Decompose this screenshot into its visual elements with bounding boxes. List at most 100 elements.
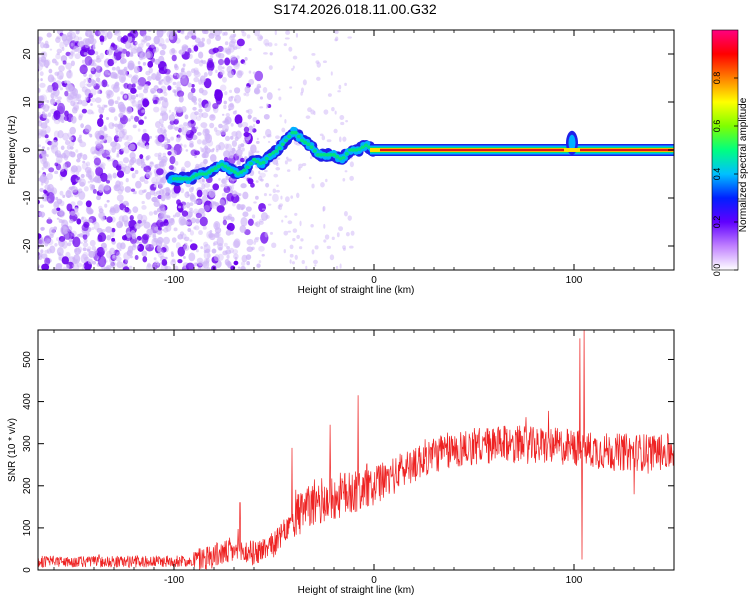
noise-blob — [33, 216, 37, 220]
noise-blob — [211, 248, 217, 254]
noise-blob — [163, 141, 169, 149]
noise-blob — [81, 99, 89, 107]
noise-blob — [46, 192, 55, 204]
noise-blob — [245, 206, 252, 212]
noise-blob — [40, 94, 48, 103]
noise-blob — [58, 256, 62, 261]
noise-blob — [26, 260, 30, 264]
noise-blob — [179, 231, 185, 237]
noise-blob — [247, 114, 252, 120]
noise-blob — [31, 229, 38, 235]
noise-blob — [154, 58, 161, 65]
noise-blob — [204, 128, 210, 136]
noise-blob — [106, 216, 113, 223]
noise-blob — [87, 49, 95, 56]
noise-blob — [141, 234, 149, 245]
noise-blob — [217, 52, 225, 59]
noise-blob — [190, 111, 198, 121]
noise-blob — [292, 238, 296, 242]
noise-blob — [316, 76, 321, 81]
noise-blob — [171, 252, 175, 257]
noise-blob — [157, 262, 160, 266]
noise-blob — [61, 256, 69, 265]
ridge-mid — [172, 177, 176, 181]
noise-blob — [131, 172, 136, 179]
noise-blob — [164, 265, 169, 270]
noise-blob — [142, 256, 148, 263]
noise-blob — [101, 216, 106, 222]
noise-blob — [275, 135, 280, 139]
noise-blob — [116, 261, 124, 269]
noise-blob — [94, 30, 101, 37]
noise-blob — [223, 183, 228, 189]
noise-blob — [161, 228, 164, 232]
noise-blob — [142, 163, 147, 167]
chart-title: S174.2026.018.11.00.G32 — [273, 1, 437, 17]
noise-blob — [106, 174, 113, 181]
ridge-mid — [341, 155, 346, 160]
noise-blob — [25, 41, 33, 49]
noise-blob — [41, 193, 48, 202]
noise-blob — [58, 236, 66, 242]
noise-blob — [290, 195, 294, 199]
ridge-mid — [316, 153, 320, 157]
noise-blob — [96, 227, 103, 233]
noise-blob — [343, 210, 348, 217]
noise-blob — [221, 113, 225, 116]
noise-blob — [94, 140, 102, 146]
noise-blob — [106, 199, 110, 203]
noise-blob — [160, 246, 167, 253]
noise-blob — [123, 259, 128, 265]
noise-blob — [214, 30, 221, 37]
noise-blob — [42, 156, 47, 163]
noise-blob — [213, 241, 219, 246]
noise-blob — [119, 248, 122, 252]
noise-blob — [64, 139, 70, 146]
noise-blob — [225, 249, 232, 255]
noise-blob — [143, 165, 152, 173]
noise-blob — [134, 255, 139, 260]
ridge-mid — [194, 173, 199, 177]
noise-blob — [96, 177, 102, 184]
noise-blob — [199, 216, 208, 227]
noise-blob — [127, 118, 131, 122]
ridge-mid — [248, 161, 253, 166]
noise-blob — [181, 30, 185, 35]
ridge-mid — [207, 170, 212, 174]
noise-blob — [68, 136, 74, 141]
noise-blob — [142, 219, 147, 224]
noise-blob — [30, 111, 33, 113]
ridge-mid — [216, 164, 221, 169]
noise-blob — [234, 256, 238, 261]
noise-blob — [61, 119, 65, 123]
noise-blob — [115, 165, 122, 171]
noise-blob — [85, 161, 91, 167]
ridge-mid — [360, 145, 365, 149]
noise-blob — [39, 82, 46, 88]
noise-blob — [254, 222, 258, 226]
noise-blob — [122, 200, 129, 206]
noise-blob — [267, 140, 271, 144]
noise-blob — [60, 145, 65, 151]
ridge-mid — [178, 177, 183, 181]
noise-blob — [111, 123, 115, 127]
noise-blob — [121, 215, 129, 223]
noise-blob — [246, 246, 254, 253]
noise-blob — [151, 196, 158, 203]
noise-blob — [109, 262, 115, 268]
noise-blob — [248, 149, 254, 155]
noise-blob — [103, 69, 111, 78]
noise-blob — [224, 47, 231, 54]
noise-blob — [200, 122, 208, 128]
noise-blob — [202, 260, 210, 269]
noise-blob — [53, 110, 61, 120]
noise-blob — [108, 106, 116, 113]
noise-blob — [128, 163, 133, 169]
noise-blob — [123, 219, 130, 227]
noise-blob — [311, 52, 316, 56]
noise-blob — [305, 265, 308, 270]
noise-blob — [74, 247, 82, 255]
noise-blob — [58, 209, 65, 218]
noise-blob — [66, 70, 74, 79]
noise-blob — [255, 180, 259, 183]
